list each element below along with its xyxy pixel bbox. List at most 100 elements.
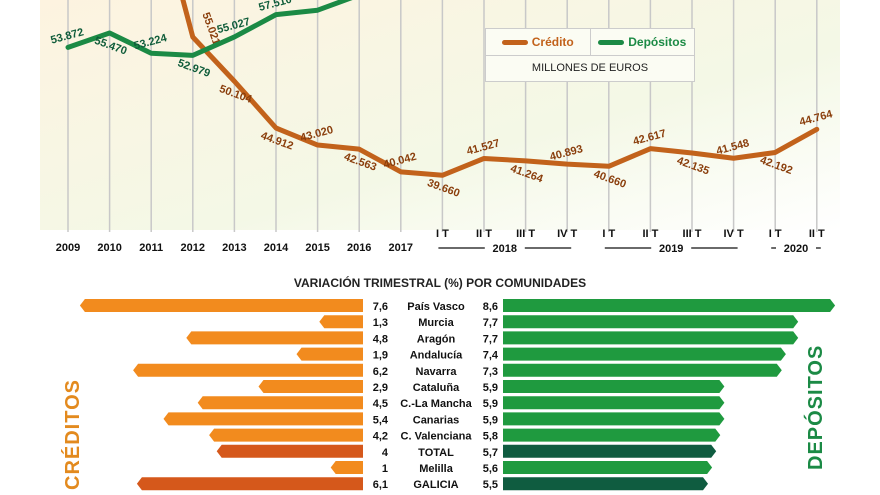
category-label: GALICIA xyxy=(413,479,458,491)
credito-value-label: 5,4 xyxy=(373,414,389,426)
credito-value-label: 1,9 xyxy=(373,350,388,362)
year-group-label: 2018 xyxy=(493,243,517,255)
category-label: Cataluña xyxy=(413,382,460,394)
quarter-tick-label: III T xyxy=(683,228,702,240)
depositos-point xyxy=(149,51,154,56)
quarter-tick-label: IV T xyxy=(557,228,577,240)
credito-bar xyxy=(209,428,363,442)
creditos-side-label: CRÉDITOS xyxy=(62,379,84,490)
units-label: MILLONES DE EUROS xyxy=(531,62,649,74)
credito-value-label: 4,5 xyxy=(373,398,388,410)
x-tick-label: 2016 xyxy=(347,242,371,254)
credito-value-label: 6,1 xyxy=(373,479,388,491)
credito-bar xyxy=(216,444,363,458)
deposito-bar xyxy=(503,380,725,393)
credito-point xyxy=(315,143,320,148)
credito-bar xyxy=(136,477,363,491)
credito-value-label: 4,8 xyxy=(373,333,388,345)
credito-value-label: 4,2 xyxy=(373,431,388,443)
category-label: C.-La Mancha xyxy=(400,398,472,410)
x-tick-label: 2015 xyxy=(305,242,329,254)
deposito-value-label: 7,3 xyxy=(483,366,498,378)
deposito-value-label: 5,7 xyxy=(483,447,498,459)
credito-bar xyxy=(296,347,363,361)
x-tick-label: 2013 xyxy=(222,242,246,254)
year-label-bg xyxy=(484,240,525,254)
deposito-bar xyxy=(503,477,708,491)
credito-value-label: 2,9 xyxy=(373,382,388,394)
x-tick-label: 2009 xyxy=(56,242,80,254)
quarter-tick-label: I T xyxy=(602,228,615,240)
depositos-side-label: DEPÓSITOS xyxy=(805,344,827,470)
category-label: Andalucía xyxy=(410,350,463,362)
credito-point xyxy=(482,156,486,161)
credito-point xyxy=(190,35,195,40)
depositos-point xyxy=(232,34,237,39)
deposito-value-label: 5,5 xyxy=(483,479,498,491)
credito-bar xyxy=(163,412,363,426)
quarter-tick-label: IV T xyxy=(724,228,744,240)
deposito-value-label: 5,9 xyxy=(483,414,498,426)
credito-point xyxy=(690,150,694,155)
credito-bar xyxy=(258,380,363,393)
deposito-value-label: 5,8 xyxy=(483,431,498,443)
depositos-point xyxy=(190,53,195,58)
credito-value-label: 1 xyxy=(382,463,388,475)
depositos-point xyxy=(315,8,320,13)
credito-bar xyxy=(330,461,363,474)
quarter-tick-label: II T xyxy=(642,228,658,240)
bar-chart-title: VARIACIÓN TRIMESTRAL (%) POR COMUNIDADES xyxy=(293,276,587,290)
x-tick-label: 2012 xyxy=(181,242,205,254)
depositos-point xyxy=(107,30,112,35)
deposito-bar xyxy=(503,396,725,410)
quarter-tick-label: III T xyxy=(516,228,535,240)
deposito-bar xyxy=(503,444,717,458)
credito-point xyxy=(357,147,362,152)
deposito-value-label: 7,7 xyxy=(483,333,498,345)
credito-bar xyxy=(133,363,363,377)
deposito-value-label: 5,9 xyxy=(483,382,498,394)
quarter-tick-label: I T xyxy=(436,228,449,240)
depositos-line xyxy=(65,0,353,58)
deposito-bar xyxy=(503,428,721,442)
credito-point xyxy=(440,173,445,178)
deposito-value-label: 7,4 xyxy=(483,350,499,362)
credito-point xyxy=(814,127,819,132)
year-label-bg xyxy=(776,240,816,254)
deposito-value-label: 5,9 xyxy=(483,398,498,410)
credito-point xyxy=(523,158,528,163)
legend-label-depositos: Depósitos xyxy=(628,35,687,49)
year-group-label: 2019 xyxy=(659,243,683,255)
credito-bar xyxy=(79,299,364,312)
year-label-bg xyxy=(651,240,692,254)
deposito-value-label: 8,6 xyxy=(483,301,498,313)
credito-value-label: 7,6 xyxy=(373,301,388,313)
credito-point xyxy=(606,164,611,169)
credito-bar xyxy=(319,315,363,329)
deposito-bar xyxy=(503,363,782,377)
quarter-tick-label: II T xyxy=(809,228,825,240)
category-label: País Vasco xyxy=(407,301,465,313)
deposito-bar xyxy=(503,315,799,329)
credito-point xyxy=(648,146,653,151)
depositos-point xyxy=(66,45,70,50)
credito-value-label: 4 xyxy=(382,447,389,459)
credito-value-label: 1,3 xyxy=(373,317,388,329)
deposito-value-label: 5,6 xyxy=(483,463,498,475)
deposito-bar xyxy=(503,347,786,361)
category-label: Aragón xyxy=(417,333,456,345)
legend-label-credito: Crédito xyxy=(531,35,574,49)
legend-item-credito: Crédito xyxy=(486,29,590,55)
deposito-bar xyxy=(503,331,799,345)
deposito-bar xyxy=(503,412,725,426)
plot-background xyxy=(40,0,840,230)
credito-point xyxy=(565,162,570,167)
credito-bar xyxy=(197,396,363,410)
credito-point xyxy=(398,169,403,174)
depositos-swatch-icon xyxy=(598,39,625,45)
deposito-value-label: 7,7 xyxy=(483,317,498,329)
category-label: C. Valenciana xyxy=(401,431,473,443)
x-tick-label: 2014 xyxy=(264,242,289,254)
